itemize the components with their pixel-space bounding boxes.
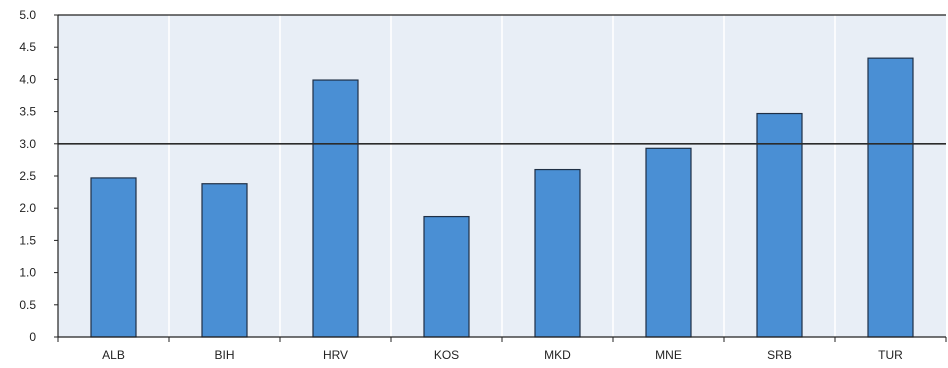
y-tick-label: 3.0 xyxy=(19,137,36,151)
gridlines xyxy=(168,15,836,337)
x-tick-label-srb: SRB xyxy=(767,348,792,362)
x-tick-label-kos: KOS xyxy=(434,348,459,362)
bar-srb xyxy=(756,112,803,338)
bar-tur xyxy=(867,57,914,338)
x-axis-ticks: ALB BIH HRV KOS MKD MNE SRB TUR xyxy=(57,337,947,362)
y-tick-label: 5.0 xyxy=(19,8,36,22)
y-tick-label: 3.5 xyxy=(19,105,36,119)
bar-mkd xyxy=(534,168,581,338)
y-tick-label: 4.5 xyxy=(19,40,36,54)
bar-hrv xyxy=(312,79,359,338)
x-tick-label-hrv: HRV xyxy=(323,348,348,362)
y-tick-label: 1.5 xyxy=(19,233,36,247)
y-tick-label: 2.0 xyxy=(19,201,36,215)
bar-mne xyxy=(645,147,692,338)
bar-bih xyxy=(201,183,248,338)
y-tick-label: 2.5 xyxy=(19,169,36,183)
x-tick-label-mne: MNE xyxy=(655,348,682,362)
y-tick-label: 0 xyxy=(29,330,36,344)
x-tick-label-tur: TUR xyxy=(878,348,903,362)
bar-alb xyxy=(90,177,137,338)
y-tick-label: 0.5 xyxy=(19,298,36,312)
x-tick-label-mkd: MKD xyxy=(544,348,571,362)
x-tick-label-alb: ALB xyxy=(102,348,125,362)
y-tick-label: 1.0 xyxy=(19,266,36,280)
y-axis-ticks: 0 0.5 1.0 1.5 2.0 2.5 3.0 3.5 4.0 4.5 5.0 xyxy=(19,8,58,344)
bar-kos xyxy=(423,215,470,338)
x-tick-label-bih: BIH xyxy=(214,348,234,362)
y-tick-label: 4.0 xyxy=(19,72,36,86)
